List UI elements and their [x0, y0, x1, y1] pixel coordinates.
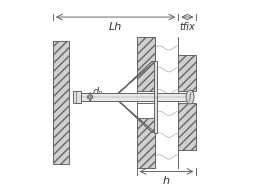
Text: h: h [163, 176, 170, 186]
Polygon shape [136, 118, 155, 168]
Polygon shape [178, 55, 197, 91]
Polygon shape [136, 37, 155, 96]
Text: tfix: tfix [179, 23, 195, 33]
Text: Lh: Lh [109, 23, 122, 33]
Polygon shape [114, 61, 155, 97]
Polygon shape [81, 93, 187, 101]
Polygon shape [114, 61, 155, 97]
Polygon shape [178, 103, 197, 150]
Polygon shape [114, 97, 155, 132]
Polygon shape [114, 97, 155, 132]
Polygon shape [53, 41, 69, 164]
Polygon shape [154, 61, 157, 133]
Polygon shape [155, 37, 178, 168]
Polygon shape [136, 91, 155, 103]
Ellipse shape [186, 90, 194, 104]
Polygon shape [73, 91, 81, 103]
Text: d₀: d₀ [93, 87, 103, 97]
